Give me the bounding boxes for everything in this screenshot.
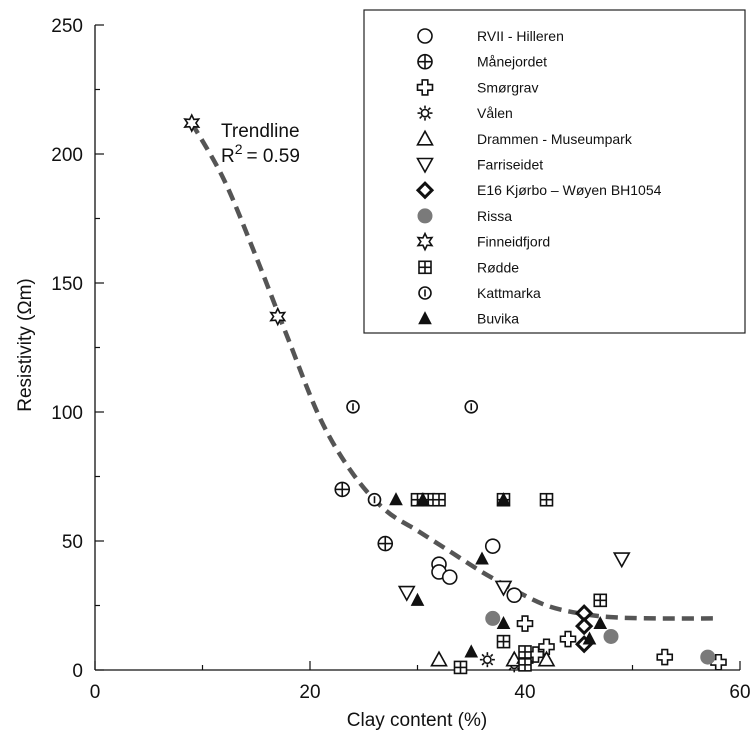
data-point-filled-triangle [475, 551, 489, 565]
legend-marker-plus [416, 79, 434, 96]
legend-marker-filled-triangle [418, 311, 432, 325]
x-axis-title: Clay content (%) [347, 710, 487, 731]
data-point-square-cross [496, 634, 511, 649]
legend-label: Farriseidet [477, 157, 543, 173]
legend-items: RVII - Hilleren Månejordet Smørgrav Vålen Dr… [415, 28, 662, 327]
data-point-square-cross [518, 645, 532, 659]
data-point-sun [479, 652, 495, 668]
data-point-filled-circle [700, 649, 716, 665]
data-point-star [183, 113, 201, 133]
axes: 0 50 100 150 200 250 0 20 40 60 [51, 16, 750, 703]
data-point-filled-triangle [593, 615, 608, 630]
trendline-layer [189, 121, 719, 621]
x-tick-label: 40 [514, 682, 535, 703]
legend-label: Buvika [477, 311, 519, 327]
legend-label: Smørgrav [477, 79, 538, 95]
data-point-filled-triangle [410, 592, 425, 606]
data-point-star [269, 306, 287, 327]
data-point-square-cross [432, 492, 446, 507]
data-point-circle-plus [377, 535, 394, 552]
data-point-plus [559, 630, 577, 648]
x-tick-label: 0 [90, 682, 101, 703]
y-tick-label: 50 [62, 532, 83, 553]
legend-marker-star [416, 231, 434, 252]
trendline-label: Trendline [221, 121, 300, 142]
legend-label: Drammen - Museumpark [477, 131, 633, 147]
data-point-square-cross [453, 660, 468, 675]
data-points [183, 113, 727, 675]
data-point-filled-circle [485, 610, 501, 626]
data-point-filled-triangle [582, 631, 597, 645]
legend-marker-triangle-up [416, 129, 434, 146]
legend-marker-diamond [415, 181, 435, 200]
data-point-plus [656, 648, 674, 666]
data-point-filled-triangle [389, 492, 403, 506]
data-point-filled-triangle [464, 644, 479, 658]
trendline-r2-label: R2 = 0.59 [221, 141, 300, 167]
y-tick-label: 0 [72, 661, 83, 682]
data-point-circle [441, 569, 458, 585]
legend-marker-circle-bar [418, 286, 432, 300]
data-point-filled-circle [603, 628, 619, 644]
legend-marker-circle [417, 28, 433, 44]
data-point-triangle-up [537, 650, 556, 667]
data-point-plus [538, 638, 555, 656]
r2-exponent: 2 [235, 141, 243, 157]
x-tick-label: 60 [729, 682, 750, 703]
y-tick-label: 100 [51, 403, 83, 424]
legend-marker-circle-plus [417, 53, 433, 70]
legend-label: Finneidfjord [477, 234, 550, 250]
x-tick-label: 20 [299, 682, 320, 703]
data-point-circle [484, 538, 501, 554]
y-tick-label: 200 [51, 145, 83, 166]
legend-label: Månejordet [477, 54, 547, 70]
data-point-filled-triangle [496, 492, 511, 506]
trendline [189, 121, 719, 621]
legend-marker-sun [417, 105, 433, 121]
legend-marker-filled-circle [417, 208, 433, 224]
data-point-triangle-down [494, 580, 513, 597]
legend: RVII - Hilleren Månejordet Smørgrav Vålen Dr… [363, 9, 746, 334]
data-point-circle-plus [334, 481, 351, 498]
data-point-triangle-down [612, 552, 631, 569]
legend-label: Rissa [477, 208, 512, 224]
data-point-circle-bar [464, 400, 479, 414]
r2-symbol: R [221, 146, 235, 167]
data-point-triangle-up [430, 650, 448, 667]
legend-label: Kattmarka [477, 285, 541, 301]
data-point-square-cross [593, 593, 608, 608]
r2-value: = 0.59 [247, 146, 300, 167]
data-point-triangle-down [397, 585, 416, 602]
data-point-circle [506, 587, 523, 603]
legend-label: E16 Kjørbo – Wøyen BH1054 [477, 182, 662, 198]
legend-marker-triangle-down [416, 157, 434, 174]
legend-label: RVII - Hilleren [477, 28, 564, 44]
data-point-square-cross [518, 658, 532, 672]
legend-marker-square-cross [418, 260, 432, 275]
data-point-filled-triangle [496, 615, 511, 630]
data-point-plus [516, 615, 534, 632]
data-point-circle-bar [367, 492, 382, 507]
y-axis-title: Resistivity (Ωm) [15, 278, 36, 411]
y-tick-label: 150 [51, 274, 83, 295]
data-point-circle-bar [346, 400, 360, 414]
legend-label: Vålen [477, 105, 513, 121]
legend-label: Rødde [477, 259, 519, 275]
data-point-diamond [575, 617, 594, 636]
data-point-square-cross [539, 492, 554, 507]
y-tick-label: 250 [51, 16, 83, 37]
data-point-filled-triangle [416, 492, 430, 506]
